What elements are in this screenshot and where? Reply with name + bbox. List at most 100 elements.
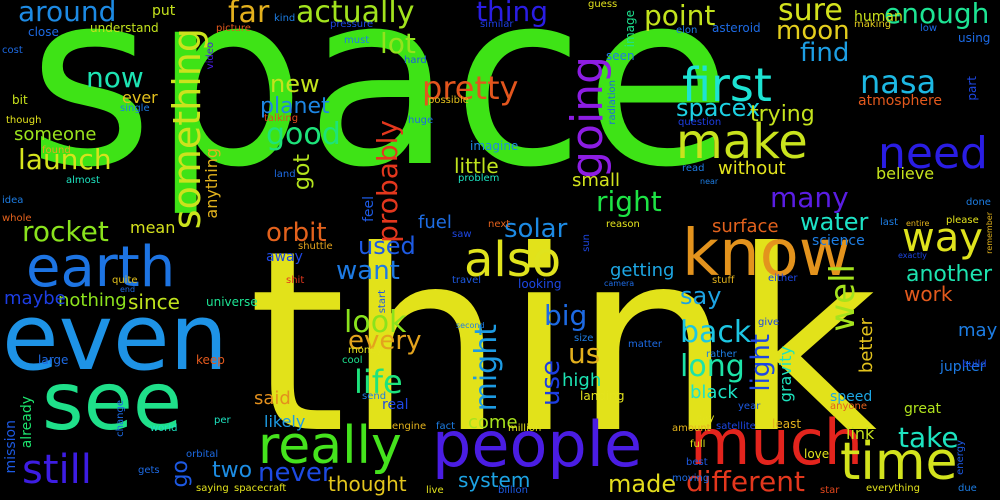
word-spacex: spacex [676,94,761,122]
word-looking: looking [518,277,562,291]
word-shit: shit [286,275,305,286]
word-say: say [680,282,722,310]
word-love: love [804,447,830,461]
word-use: use [536,360,566,407]
word-due: due [958,483,977,494]
word-best: best [686,457,708,468]
word-system: system [458,468,531,492]
word-big: big [544,299,588,332]
word-cost: cost [2,45,23,56]
word-anyone: anyone [830,401,867,412]
word-must: must [344,35,370,46]
word-solar: solar [504,214,568,244]
word-another: another [906,262,993,287]
word-huge: huge [408,115,434,126]
word-saying: saying [196,483,229,494]
word-make: make [676,114,808,170]
word-part: part [965,76,979,101]
word-time: time [840,432,958,492]
word-everything: everything [866,483,920,494]
word-second: second [456,321,485,330]
word-exactly: exactly [898,251,927,260]
word-jupiter: jupiter [940,359,986,375]
word-last: last [880,217,899,228]
word-earth: earth [26,235,176,300]
word-fuel: fuel [418,212,452,233]
word-travel: travel [452,275,482,286]
word-keep: keep [196,353,225,367]
word-well: well [823,264,863,332]
word-give: give [758,317,780,328]
word-done: done [966,197,991,208]
word-send: send [362,391,387,402]
word-way: way [902,215,983,261]
word-believe: believe [876,164,935,183]
word-picture: picture [216,23,251,34]
word-really: really [258,416,402,476]
word-right: right [596,185,662,218]
word-though: though [6,115,42,126]
word-much: much [690,406,864,479]
word-elon: elon [676,25,698,36]
word-idea: idea [2,195,24,206]
word-anything: anything [202,148,221,219]
word-billion: billion [498,485,528,496]
word-space: space [28,0,733,220]
word-us: us [568,337,601,370]
word-first: first [682,58,772,112]
word-launch: launch [18,143,112,176]
word-cool: cool [342,355,363,366]
word-surface: surface [712,216,779,237]
word-using: using [958,31,991,45]
word-rather: rather [706,349,737,360]
word-guess: guess [588,0,618,10]
word-ever: ever [122,88,158,107]
word-imagine: imagine [470,139,519,153]
word-new: new [270,70,320,98]
word-far: far [228,0,270,30]
word-start: start [377,290,388,314]
word-image: image [623,10,637,48]
word-away: away [266,249,303,265]
word-stuff: stuff [712,275,735,286]
word-feel: feel [361,196,377,223]
word-already: already [19,396,35,449]
word-human: human [854,9,903,25]
word-energy: energy [955,440,966,475]
word-mission: mission [3,420,19,474]
word-million: million [508,423,542,434]
word-maybe: maybe [4,288,66,309]
word-since: since [128,290,180,314]
word-want: want [336,256,400,286]
word-possible: possible [428,95,469,106]
word-bit: bit [12,93,28,107]
word-found: found [42,145,71,156]
word-entire: entire [906,219,930,228]
word-moon: moon [776,16,850,46]
word-thing: thing [476,0,549,28]
word-close: close [28,25,59,39]
word-speed: speed [830,389,873,405]
word-please: please [946,215,979,226]
word-sun: sun [581,234,592,252]
word-large: large [38,353,69,367]
word-getting: getting [610,260,675,281]
word-different: different [686,465,805,498]
word-near: near [700,177,719,186]
word-light: light [746,334,776,392]
word-actually: actually [296,0,415,30]
word-now: now [86,61,144,94]
word-around: around [18,0,117,28]
word-nasa: nasa [860,63,937,101]
word-may: may [958,320,998,341]
word-live: live [426,485,444,496]
word-radiation: radiation [607,80,618,125]
word-star: star [820,485,840,496]
word-almost: almost [66,175,100,186]
word-little: little [454,154,499,178]
word-money: money [348,345,383,356]
word-fact: fact [436,421,456,432]
word-talking: talking [264,113,299,124]
word-full: full [690,439,706,450]
